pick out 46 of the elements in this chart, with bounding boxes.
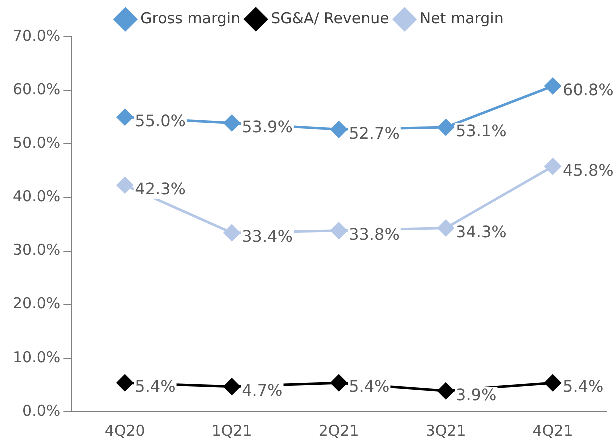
point (224, 115, 240, 132)
y-tick-label: 70.0% (12, 26, 61, 45)
data-label: 33.8% (349, 225, 400, 244)
point (330, 121, 348, 138)
data-label: 3.9% (456, 385, 497, 404)
x-tick-label: 4Q20 (104, 422, 146, 440)
data-label: 5.4% (563, 377, 604, 396)
point (330, 374, 348, 392)
x-tick-label: 4Q21 (532, 422, 574, 440)
y-tick-label: 20.0% (12, 294, 61, 313)
legend-label: Gross margin (140, 9, 241, 28)
legend-label: Net margin (420, 9, 504, 28)
data-label: 55.0% (135, 112, 186, 131)
point (544, 374, 562, 392)
point (438, 220, 454, 236)
data-label: 5.4% (135, 377, 176, 396)
y-tick-label: 0.0% (22, 402, 61, 420)
point (438, 119, 454, 136)
data-label: 60.8% (563, 80, 614, 100)
data-label: 5.4% (349, 377, 390, 396)
y-tick-label: 10.0% (12, 348, 61, 366)
point (224, 378, 240, 396)
legend-label: SG&A/ Revenue (271, 9, 390, 28)
data-label: 34.3% (456, 222, 507, 242)
point (330, 222, 348, 240)
point (544, 158, 562, 175)
x-tick-label: 1Q21 (212, 422, 252, 440)
point (116, 374, 134, 392)
data-label: 4.7% (242, 380, 283, 400)
data-label: 42.3% (135, 180, 186, 199)
y-tick-label: 50.0% (12, 134, 61, 152)
y-tick-label: 40.0% (12, 188, 61, 206)
data-label: 52.7% (349, 124, 400, 143)
data-label: 53.1% (456, 122, 507, 141)
point (438, 382, 454, 400)
y-tick-label: 30.0% (12, 241, 61, 260)
x-tick-label: 2Q21 (318, 422, 360, 440)
x-tick-label: 3Q21 (426, 422, 466, 440)
data-label: 33.4% (242, 227, 293, 246)
point (116, 177, 134, 194)
y-tick-label: 60.0% (12, 80, 61, 98)
point (224, 224, 240, 242)
data-label: 53.9% (242, 117, 293, 136)
data-label: 45.8% (563, 160, 614, 180)
point (544, 78, 562, 95)
point (116, 109, 134, 126)
